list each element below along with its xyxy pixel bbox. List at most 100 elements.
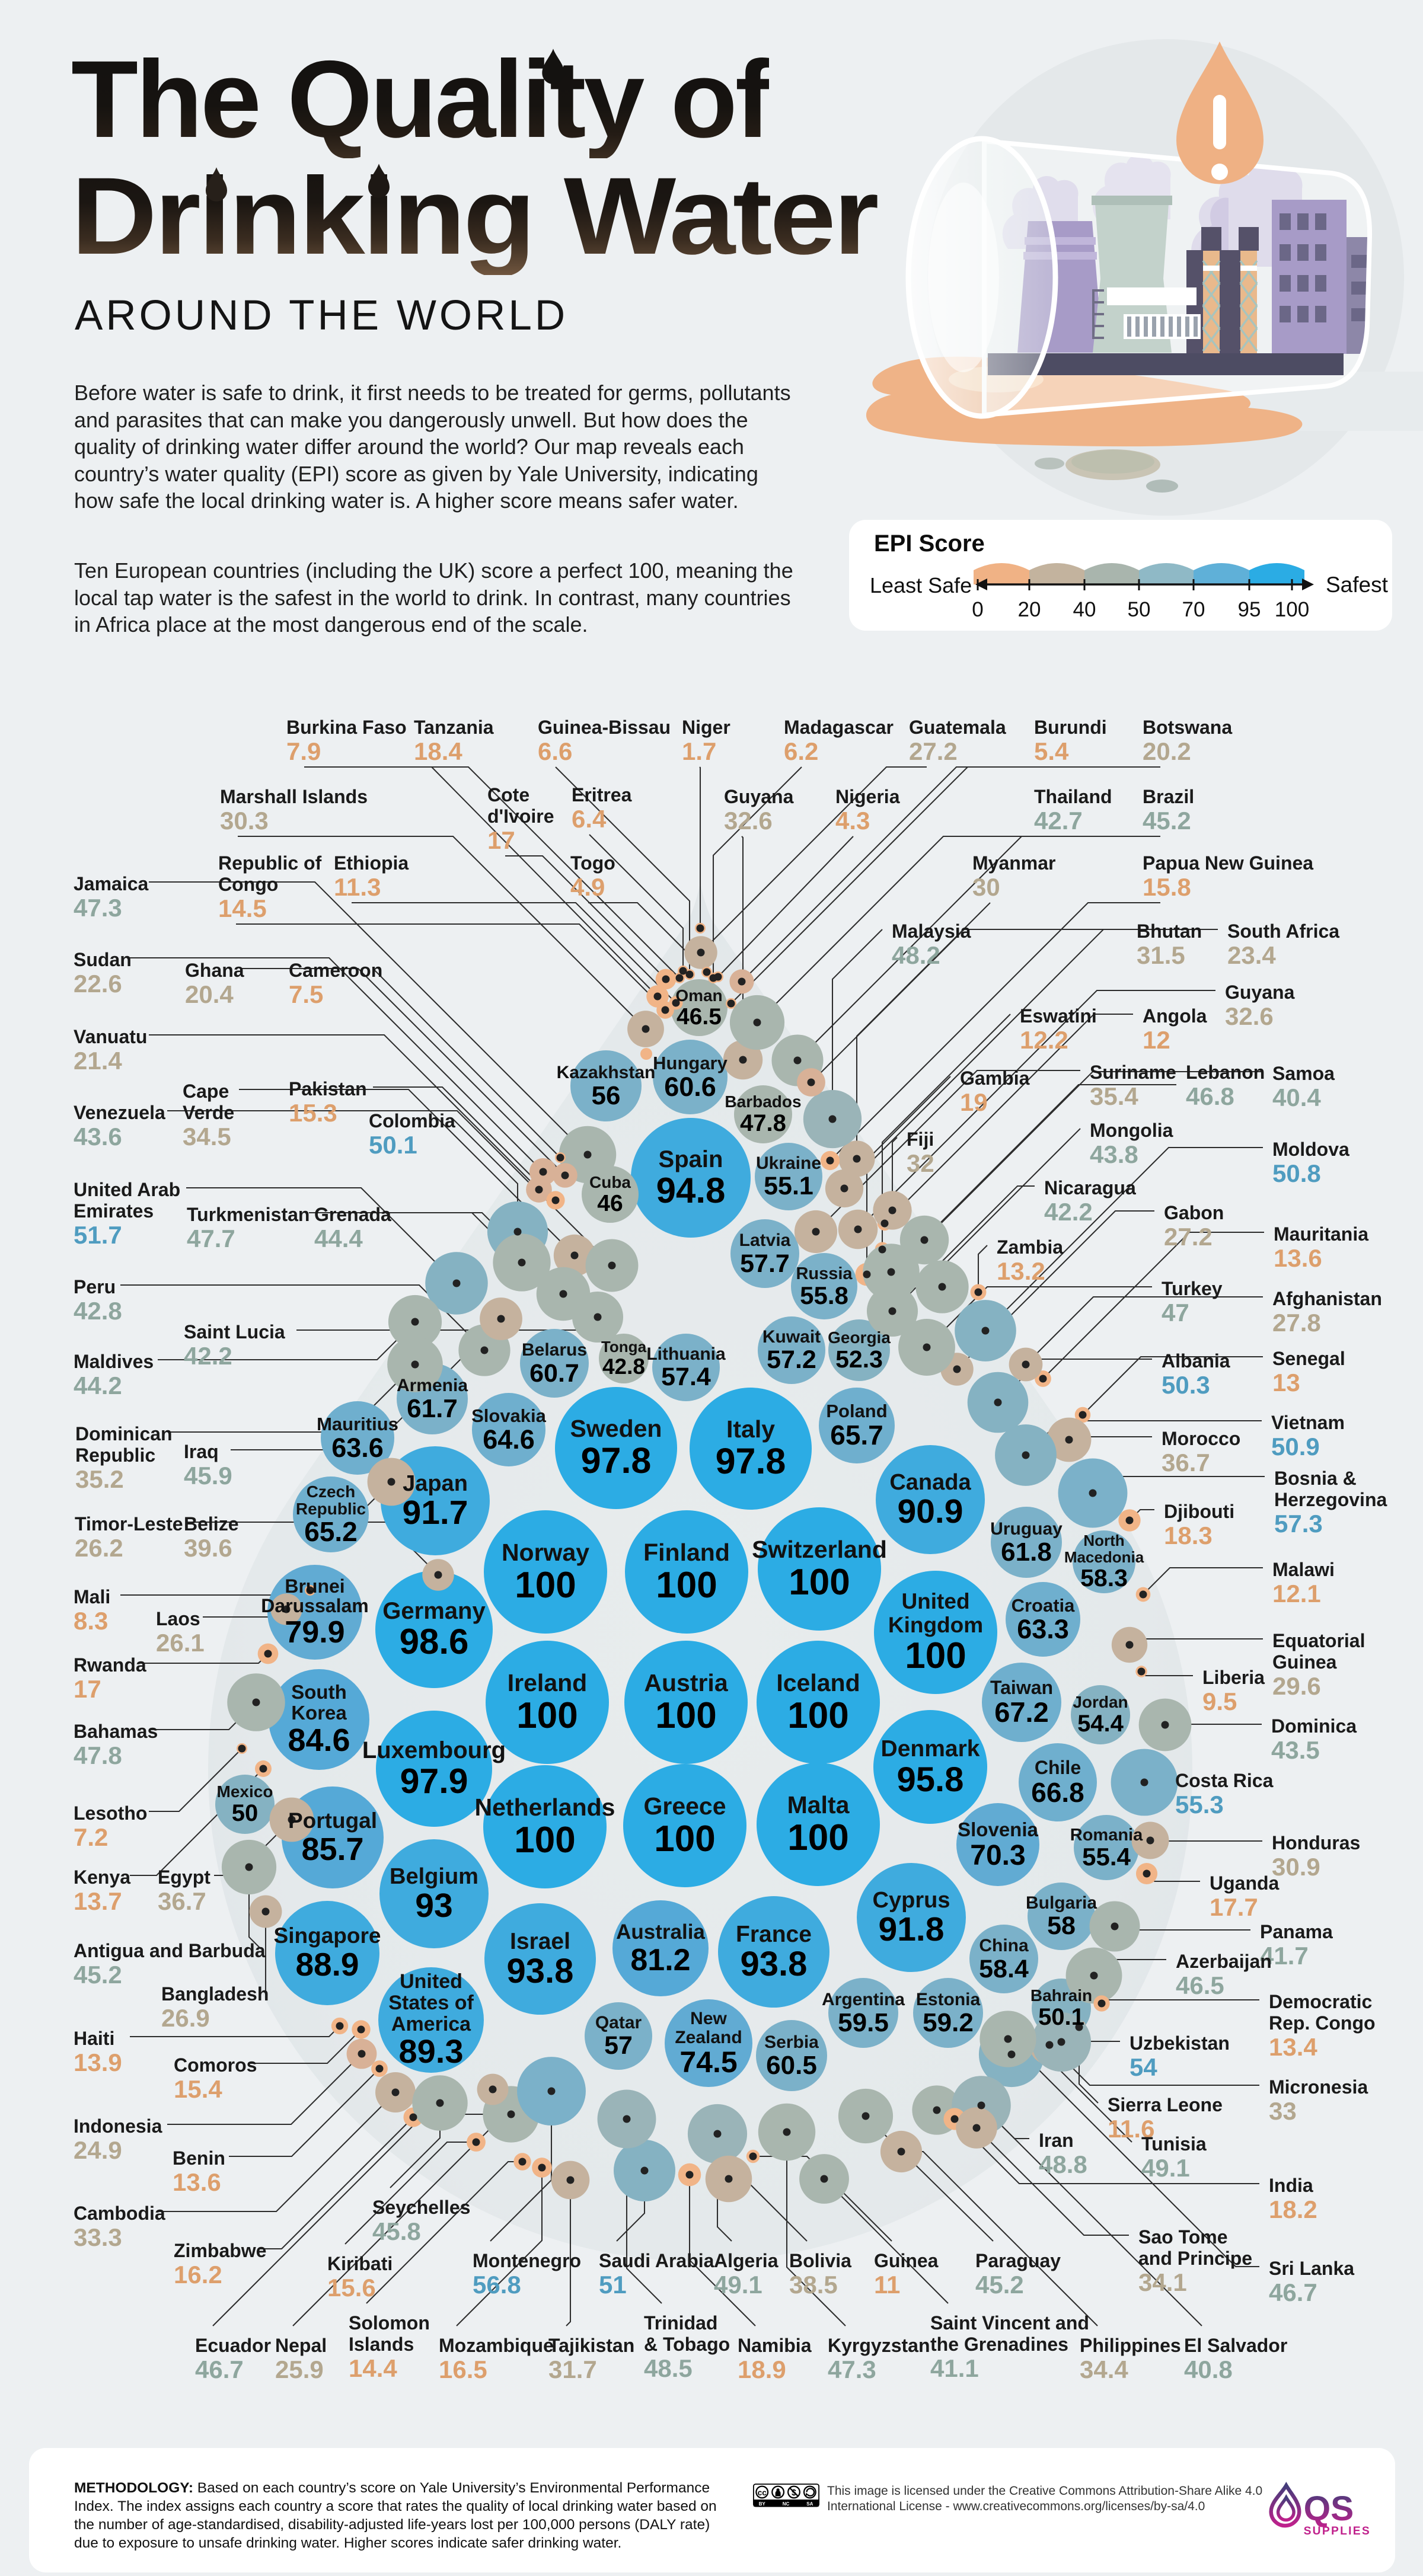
svg-text:Colombia: Colombia bbox=[369, 1110, 455, 1132]
svg-text:Taiwan: Taiwan bbox=[990, 1677, 1053, 1698]
svg-text:15.6: 15.6 bbox=[327, 2274, 376, 2302]
svg-text:30: 30 bbox=[972, 873, 1000, 901]
svg-text:43.6: 43.6 bbox=[74, 1123, 122, 1150]
svg-text:16.5: 16.5 bbox=[439, 2356, 487, 2383]
svg-text:Fiji: Fiji bbox=[907, 1129, 934, 1150]
svg-text:Thailand: Thailand bbox=[1034, 786, 1112, 807]
svg-text:New: New bbox=[690, 2009, 727, 2028]
svg-text:42.2: 42.2 bbox=[184, 1342, 232, 1370]
svg-text:36.7: 36.7 bbox=[158, 1887, 206, 1915]
svg-text:Mali: Mali bbox=[74, 1586, 110, 1607]
svg-text:46.5: 46.5 bbox=[677, 1004, 722, 1030]
svg-text:Maldives: Maldives bbox=[74, 1351, 154, 1372]
svg-text:50.9: 50.9 bbox=[1271, 1433, 1320, 1460]
svg-text:51.7: 51.7 bbox=[74, 1221, 122, 1249]
svg-text:Seychelles: Seychelles bbox=[372, 2197, 470, 2218]
svg-text:Lebanon: Lebanon bbox=[1186, 1062, 1265, 1083]
svg-text:18.4: 18.4 bbox=[414, 737, 462, 765]
svg-text:Grenada: Grenada bbox=[314, 1204, 391, 1225]
svg-text:9.5: 9.5 bbox=[1202, 1687, 1237, 1715]
svg-text:90.9: 90.9 bbox=[898, 1492, 963, 1530]
svg-text:Mexico: Mexico bbox=[217, 1782, 273, 1801]
svg-text:Tajikistan: Tajikistan bbox=[548, 2335, 634, 2356]
svg-text:Ecuador: Ecuador bbox=[195, 2335, 271, 2356]
svg-text:47.3: 47.3 bbox=[74, 894, 122, 922]
svg-text:Sao Tome: Sao Tome bbox=[1138, 2226, 1228, 2248]
svg-text:Honduras: Honduras bbox=[1272, 1832, 1360, 1853]
svg-text:Myanmar: Myanmar bbox=[972, 852, 1056, 874]
svg-text:Verde: Verde bbox=[183, 1102, 234, 1123]
svg-text:Georgia: Georgia bbox=[828, 1328, 891, 1347]
svg-text:Norway: Norway bbox=[502, 1539, 589, 1566]
svg-text:34.4: 34.4 bbox=[1080, 2356, 1128, 2383]
svg-text:15.3: 15.3 bbox=[289, 1099, 337, 1127]
svg-text:South: South bbox=[291, 1681, 346, 1703]
svg-text:Micronesia: Micronesia bbox=[1269, 2076, 1368, 2098]
svg-text:Malawi: Malawi bbox=[1272, 1559, 1335, 1580]
svg-text:Kingdom: Kingdom bbox=[888, 1613, 983, 1637]
svg-text:94.8: 94.8 bbox=[656, 1171, 726, 1210]
svg-text:18.2: 18.2 bbox=[1269, 2195, 1317, 2223]
svg-text:6.2: 6.2 bbox=[784, 737, 818, 765]
svg-text:Emirates: Emirates bbox=[74, 1200, 154, 1222]
svg-text:Brunei: Brunei bbox=[285, 1575, 344, 1597]
svg-text:Sierra Leone: Sierra Leone bbox=[1108, 2094, 1223, 2115]
svg-text:BY: BY bbox=[759, 2501, 766, 2507]
svg-text:51: 51 bbox=[599, 2271, 627, 2299]
svg-text:60.7: 60.7 bbox=[529, 1359, 579, 1388]
svg-text:Bahrain: Bahrain bbox=[1030, 1986, 1092, 2005]
svg-text:NC: NC bbox=[783, 2501, 790, 2507]
svg-text:41.7: 41.7 bbox=[1260, 1942, 1309, 1970]
svg-text:40: 40 bbox=[1073, 598, 1096, 621]
svg-text:100: 100 bbox=[787, 1695, 848, 1736]
svg-text:Chile: Chile bbox=[1035, 1757, 1081, 1778]
svg-text:85.7: 85.7 bbox=[301, 1832, 363, 1867]
svg-text:Burundi: Burundi bbox=[1034, 717, 1107, 738]
svg-text:57.3: 57.3 bbox=[1274, 1510, 1323, 1538]
svg-text:100: 100 bbox=[514, 1820, 575, 1861]
svg-text:4.3: 4.3 bbox=[835, 807, 870, 835]
svg-text:57.7: 57.7 bbox=[740, 1249, 790, 1278]
svg-text:100: 100 bbox=[789, 1562, 850, 1603]
svg-text:24.9: 24.9 bbox=[74, 2136, 122, 2164]
svg-text:Armenia: Armenia bbox=[397, 1376, 468, 1395]
svg-text:6.4: 6.4 bbox=[572, 805, 607, 833]
svg-text:15.4: 15.4 bbox=[174, 2075, 222, 2103]
svg-text:70.3: 70.3 bbox=[970, 1840, 1025, 1871]
svg-text:Finland: Finland bbox=[643, 1539, 730, 1566]
svg-text:100: 100 bbox=[787, 1817, 848, 1858]
svg-text:Romania: Romania bbox=[1070, 1826, 1143, 1845]
svg-text:Saint Lucia: Saint Lucia bbox=[184, 1321, 285, 1343]
svg-text:7.9: 7.9 bbox=[286, 737, 321, 765]
svg-text:Guyana: Guyana bbox=[724, 786, 794, 807]
svg-text:13.6: 13.6 bbox=[173, 2168, 221, 2196]
svg-text:18.9: 18.9 bbox=[738, 2356, 786, 2383]
svg-text:Saudi Arabia: Saudi Arabia bbox=[599, 2250, 714, 2271]
svg-text:Cambodia: Cambodia bbox=[74, 2203, 165, 2224]
svg-text:100: 100 bbox=[654, 1818, 715, 1859]
svg-text:Albania: Albania bbox=[1162, 1350, 1230, 1372]
svg-text:Bulgaria: Bulgaria bbox=[1026, 1893, 1097, 1913]
svg-text:Guinea-Bissau: Guinea-Bissau bbox=[538, 717, 671, 738]
svg-text:Suriname: Suriname bbox=[1090, 1062, 1176, 1083]
svg-text:27.2: 27.2 bbox=[909, 737, 958, 765]
svg-text:Samoa: Samoa bbox=[1272, 1063, 1335, 1084]
svg-text:Islands: Islands bbox=[349, 2334, 414, 2355]
svg-text:45.2: 45.2 bbox=[74, 1961, 122, 1989]
svg-text:Barbados: Barbados bbox=[725, 1092, 801, 1111]
svg-text:Republic of: Republic of bbox=[218, 852, 322, 874]
svg-text:Iraq: Iraq bbox=[184, 1441, 219, 1462]
svg-text:Russia: Russia bbox=[796, 1264, 853, 1283]
svg-text:52.3: 52.3 bbox=[835, 1345, 883, 1373]
svg-text:& Tobago: & Tobago bbox=[644, 2334, 730, 2355]
svg-text:64.6: 64.6 bbox=[483, 1424, 535, 1455]
svg-text:Tunisia: Tunisia bbox=[1141, 2133, 1207, 2155]
svg-text:47.7: 47.7 bbox=[187, 1225, 235, 1252]
svg-text:32: 32 bbox=[907, 1149, 934, 1177]
svg-text:7.5: 7.5 bbox=[289, 980, 323, 1008]
svg-text:Dominican: Dominican bbox=[75, 1423, 173, 1444]
svg-text:Hungary: Hungary bbox=[653, 1053, 728, 1073]
svg-text:Guinea: Guinea bbox=[874, 2250, 939, 2271]
svg-text:17.7: 17.7 bbox=[1210, 1893, 1258, 1921]
svg-text:43.8: 43.8 bbox=[1090, 1140, 1138, 1168]
